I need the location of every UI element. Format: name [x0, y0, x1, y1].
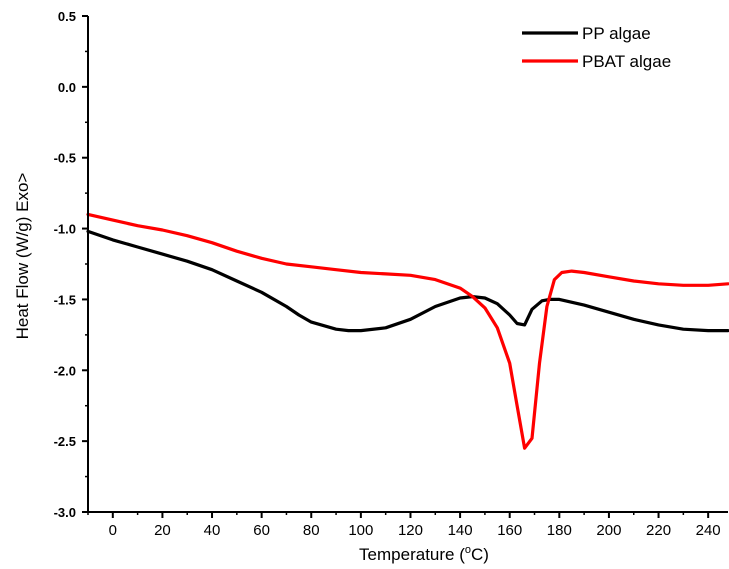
legend-label: PP algae — [582, 24, 651, 43]
x-axis-title: Temperature (oC) — [359, 544, 489, 564]
x-tick-label: 200 — [596, 522, 621, 539]
x-tick-label: 40 — [204, 522, 221, 539]
y-tick-label: -1.0 — [54, 222, 76, 237]
x-tick-label: 80 — [303, 522, 320, 539]
legend-label: PBAT algae — [582, 52, 671, 71]
y-tick-label: -1.5 — [54, 292, 76, 307]
x-axis-title-suffix: C) — [471, 545, 489, 564]
y-tick-label: -2.5 — [54, 434, 76, 449]
series-line-pbat-algae — [86, 212, 729, 450]
x-tick-label: 120 — [398, 522, 423, 539]
x-tick-label: 160 — [497, 522, 522, 539]
y-tick-label: -3.0 — [54, 505, 76, 520]
x-tick-label: 20 — [154, 522, 171, 539]
x-axis-title-prefix: Temperature ( — [359, 545, 465, 564]
axes: -3.0 -2.5 -2.0 -1.5 -1.0 -0.5 0.0 0.5 0 20 40 60 80 1… — [54, 9, 728, 539]
y-tick-label: 0.0 — [58, 80, 76, 95]
x-tick-label: 240 — [696, 522, 721, 539]
series-line-pp-algae — [86, 229, 729, 333]
x-tick-label: 180 — [547, 522, 572, 539]
legend: PP algae PBAT algae — [522, 24, 671, 71]
x-tick-label: 60 — [253, 522, 270, 539]
plot-area — [86, 212, 729, 450]
x-tick-label: 100 — [348, 522, 373, 539]
y-axis-title: Heat Flow (W/g) Exo> — [13, 173, 32, 340]
x-tick-label: 0 — [109, 522, 117, 539]
x-tick-label: 220 — [646, 522, 671, 539]
x-tick-label: 140 — [448, 522, 473, 539]
y-tick-label: -0.5 — [54, 151, 76, 166]
y-tick-label: 0.5 — [58, 9, 76, 24]
y-tick-label: -2.0 — [54, 363, 76, 378]
x-axis-title-sup: o — [465, 544, 471, 556]
